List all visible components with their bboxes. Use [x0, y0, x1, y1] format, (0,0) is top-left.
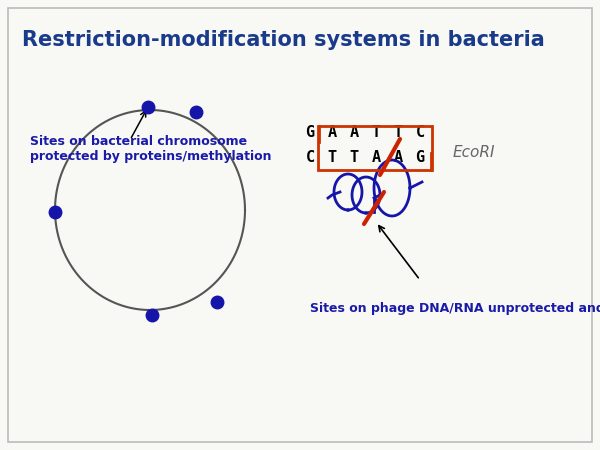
Text: protected by proteins/methylation: protected by proteins/methylation	[30, 150, 271, 163]
Text: A: A	[328, 125, 337, 140]
Text: C: C	[305, 150, 314, 165]
Text: T: T	[371, 125, 380, 140]
Text: G: G	[305, 125, 314, 140]
Text: Restriction-modification systems in bacteria: Restriction-modification systems in bact…	[22, 30, 545, 50]
Text: T: T	[349, 150, 359, 165]
Text: C: C	[415, 125, 425, 140]
Text: Sites on bacterial chromosome: Sites on bacterial chromosome	[30, 135, 247, 148]
Text: A: A	[394, 150, 403, 165]
Text: A: A	[349, 125, 359, 140]
Text: T: T	[328, 150, 337, 165]
Text: G: G	[415, 150, 425, 165]
Text: A: A	[371, 150, 380, 165]
Text: EcoRI: EcoRI	[453, 145, 496, 160]
Text: T: T	[394, 125, 403, 140]
Text: Sites on phage DNA/RNA unprotected and cut: Sites on phage DNA/RNA unprotected and c…	[310, 302, 600, 315]
Bar	[318, 126, 432, 170]
